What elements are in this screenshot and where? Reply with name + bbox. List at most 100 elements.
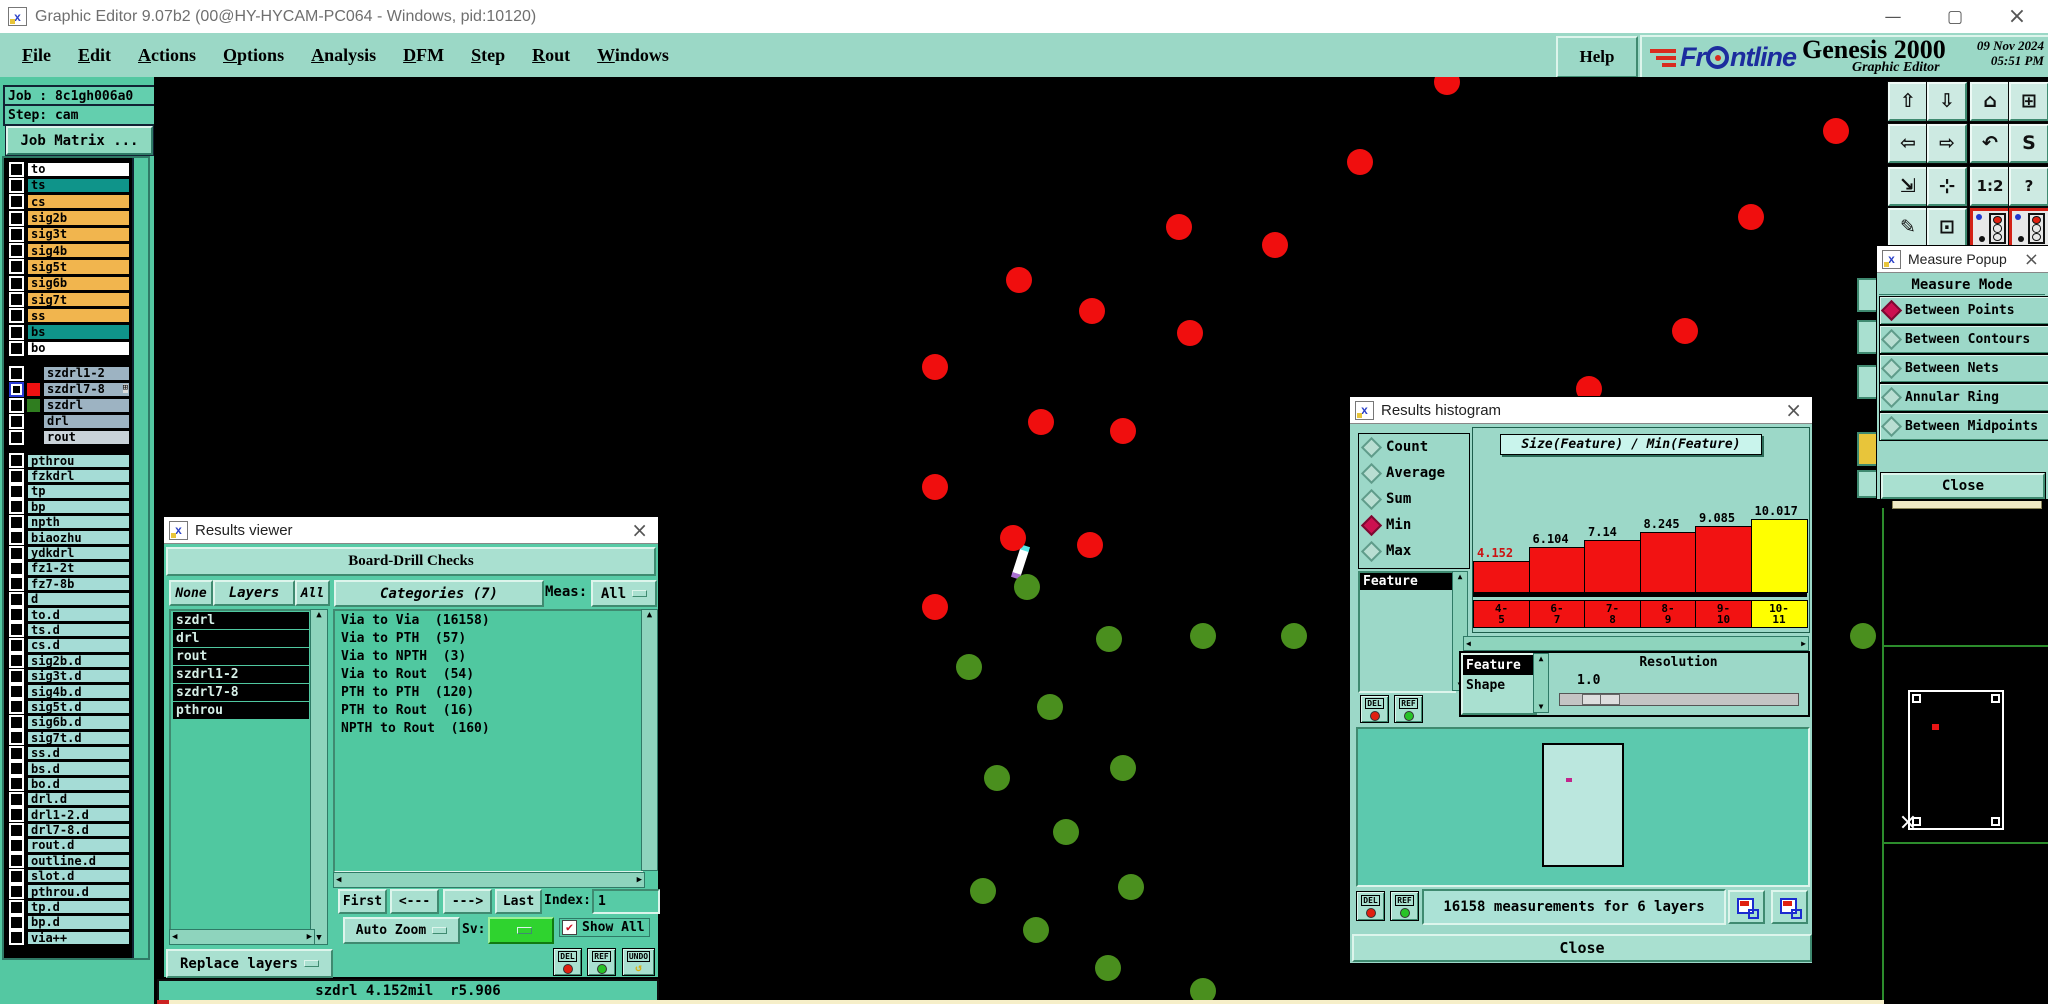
layer-name[interactable]: d <box>27 592 130 607</box>
menu-step[interactable]: Step <box>471 44 506 65</box>
layer-row-biaozhu[interactable]: biaozhu <box>6 530 130 546</box>
view-paste-down-button[interactable]: ⇩ <box>1927 82 1967 121</box>
layer-row-pthrou[interactable]: pthrou <box>6 453 130 469</box>
feature-item[interactable]: Feature <box>1360 573 1454 590</box>
feature-shape-item[interactable]: Shape <box>1466 677 1506 693</box>
layer-row-sig6b.d[interactable]: sig6b.d <box>6 714 130 730</box>
viewer-category-scrollbar[interactable]: ▲ <box>641 609 658 871</box>
layer-visibility-checkbox[interactable] <box>9 868 24 884</box>
tools-palette-button[interactable]: ✎ <box>1888 208 1928 247</box>
chart-hscrollbar[interactable]: ◀ ▶ <box>1463 636 1809 651</box>
menu-windows[interactable]: Windows <box>597 44 669 65</box>
layer-name[interactable]: to.d <box>27 607 130 622</box>
layer-row-szdrl7-8[interactable]: szdrl7-8 ⊞ <box>6 381 130 397</box>
origin-target-button[interactable]: ⊡ <box>1927 208 1967 247</box>
layer-name[interactable]: npth <box>27 515 130 530</box>
layer-name[interactable]: sig2b <box>27 210 130 226</box>
center-view-button[interactable]: ⊹ <box>1927 167 1967 206</box>
help-menu[interactable]: Help <box>1556 36 1638 78</box>
layer-row-bp.d[interactable]: bp.d <box>6 914 130 930</box>
layer-name[interactable]: fz1-2t <box>27 561 130 576</box>
layer-name[interactable]: ts <box>27 177 130 194</box>
resolution-slider-thumb[interactable] <box>1600 694 1620 705</box>
index-input[interactable]: 1 <box>592 889 660 914</box>
layer-visibility-checkbox[interactable] <box>9 429 24 445</box>
histogram-del-button-2[interactable]: DEL <box>1356 891 1385 921</box>
layer-row-sig5t[interactable]: sig5t <box>6 259 130 275</box>
layer-visibility-checkbox[interactable] <box>9 381 24 397</box>
layer-name[interactable]: via++ <box>27 930 130 945</box>
layer-row-ss[interactable]: ss <box>6 308 130 324</box>
radio-diamond-icon[interactable] <box>1360 540 1383 562</box>
layer-row-drl1-2.d[interactable]: drl1-2.d <box>6 807 130 823</box>
metric-radio-sum[interactable]: Sum <box>1359 486 1469 512</box>
feature-shape-list[interactable]: Feature Shape <box>1461 653 1537 715</box>
category-item[interactable]: Via to Rout (54) <box>341 666 475 682</box>
help-pointer-button[interactable]: ? <box>2009 167 2048 206</box>
layer-color-swatch[interactable] <box>27 430 40 444</box>
layer-name[interactable]: sig6b <box>27 275 130 291</box>
export-view-a-button[interactable] <box>1728 890 1765 924</box>
viewer-layer-item[interactable]: szdrl1-2 <box>173 666 309 683</box>
feature-list[interactable]: Feature <box>1358 571 1456 693</box>
layer-name[interactable]: ss.d <box>27 745 130 761</box>
viewer-layer-item[interactable]: szdrl <box>173 612 309 629</box>
close-button[interactable]: × <box>2007 4 2027 29</box>
layer-name[interactable]: bp.d <box>27 915 130 930</box>
menu-edit[interactable]: Edit <box>78 44 112 65</box>
layer-row-sig4b[interactable]: sig4b <box>6 242 130 259</box>
none-button[interactable]: None <box>169 580 213 606</box>
metric-radio-min[interactable]: Min <box>1359 512 1469 538</box>
layer-name[interactable]: to <box>27 161 130 177</box>
layer-name[interactable]: tp <box>27 484 130 499</box>
layer-color-swatch[interactable] <box>27 366 40 380</box>
layer-name[interactable]: szdrl1-2 <box>43 365 130 381</box>
menu-file[interactable]: File <box>22 44 51 65</box>
category-item[interactable]: PTH to Rout (16) <box>341 702 475 718</box>
undo-button[interactable]: UNDO ↺ <box>622 948 655 976</box>
measure-popup-close-icon[interactable]: × <box>2023 248 2039 270</box>
viewer-layer-hscrollbar[interactable]: ◀ ▶ <box>169 929 315 945</box>
layer-row-via++[interactable]: via++ <box>6 930 130 946</box>
layer-name[interactable]: fz7-8b <box>27 576 130 592</box>
layer-visibility-checkbox[interactable] <box>9 576 24 592</box>
layer-visibility-checkbox[interactable] <box>9 899 24 915</box>
category-item[interactable]: Via to PTH (57) <box>341 630 467 646</box>
layer-visibility-checkbox[interactable] <box>9 177 24 193</box>
layer-row-szdrl1-2[interactable]: szdrl1-2 <box>6 365 130 381</box>
layer-row-cs[interactable]: cs <box>6 194 130 210</box>
layer-visibility-checkbox[interactable] <box>9 684 24 700</box>
menu-analysis[interactable]: Analysis <box>311 44 377 65</box>
next-button[interactable]: ---> <box>443 889 492 914</box>
layer-name[interactable]: ydkdrl <box>27 545 130 561</box>
feature-shape-item[interactable]: Feature <box>1463 655 1535 675</box>
drc-lights-b-button[interactable] <box>2009 208 2048 249</box>
layer-visibility-checkbox[interactable] <box>9 653 24 669</box>
layer-row-drl.d[interactable]: drl.d <box>6 791 130 807</box>
layer-row-to.d[interactable]: to.d <box>6 607 130 623</box>
radio-diamond-icon[interactable] <box>1360 436 1383 458</box>
layer-visibility-checkbox[interactable] <box>9 210 24 226</box>
measure-mode-between-points[interactable]: Between Points <box>1879 296 2048 325</box>
layer-row-cs.d[interactable]: cs.d <box>6 637 130 653</box>
layer-visibility-checkbox[interactable] <box>9 161 24 177</box>
split-xy-view-button[interactable]: ⊞ <box>2009 82 2048 121</box>
histogram-ref-button-2[interactable]: REF <box>1390 891 1419 921</box>
layer-row-bo.d[interactable]: bo.d <box>6 776 130 792</box>
layer-visibility-checkbox[interactable] <box>9 259 24 275</box>
layer-row-sig2b[interactable]: sig2b <box>6 210 130 226</box>
layer-row-rout[interactable]: rout <box>6 429 130 445</box>
layer-name[interactable]: drl <box>43 413 130 429</box>
histogram-close-button[interactable]: Close <box>1352 934 1812 962</box>
viewer-category-list[interactable]: Via to Via (16158) Via to PTH (57) Via to … <box>333 609 643 873</box>
layer-name[interactable]: fzkdrl <box>27 468 130 484</box>
layer-row-sig5t.d[interactable]: sig5t.d <box>6 699 130 715</box>
layer-row-sig7t[interactable]: sig7t <box>6 291 130 308</box>
layer-visibility-checkbox[interactable] <box>9 591 24 607</box>
layer-color-swatch[interactable] <box>27 382 40 396</box>
layer-name[interactable]: pthrou.d <box>27 884 130 899</box>
export-view-b-button[interactable] <box>1771 890 1808 924</box>
layer-name[interactable]: sig6b.d <box>27 715 130 730</box>
layer-visibility-checkbox[interactable] <box>9 622 24 638</box>
layer-row-ts[interactable]: ts <box>6 177 130 194</box>
